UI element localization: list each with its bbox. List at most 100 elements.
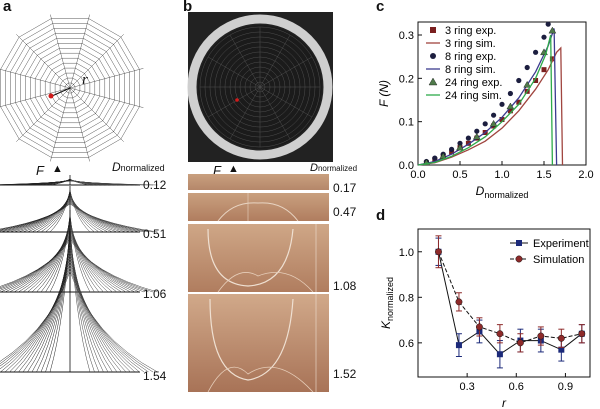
legend-swatch	[428, 77, 438, 86]
profile-thread	[69, 271, 158, 373]
deformation-photo-4	[188, 294, 329, 393]
profile-thread	[69, 230, 136, 293]
y-tick-label: 0.3	[399, 30, 414, 42]
profile-thread	[69, 234, 145, 293]
panel-label-d: d	[376, 207, 386, 224]
d-value-a-4: 1.54	[143, 369, 167, 383]
profile-thread	[69, 203, 158, 233]
profile-thread	[69, 254, 136, 373]
deformation-photo-2	[188, 193, 329, 222]
y-axis-label: Knormalized	[379, 277, 395, 329]
profile-thread	[22, 195, 71, 233]
data-point	[506, 102, 515, 110]
data-point	[541, 67, 547, 73]
series-line	[438, 251, 582, 344]
profile-thread	[27, 238, 71, 373]
data-point	[507, 108, 513, 114]
data-point	[457, 140, 463, 146]
data-point	[507, 90, 513, 97]
force-label-b: F	[213, 163, 221, 178]
profile-thread	[4, 199, 71, 233]
profile-thread	[69, 241, 118, 373]
d-value-a-1: 0.12	[143, 178, 167, 192]
profile-thread	[13, 248, 71, 373]
profile-thread	[0, 267, 71, 364]
force-displacement-chart: 0.0 0.5 1.0 1.5 2.0 0.0 0.1 0.2 0.3 F (N) Dnormali…	[377, 21, 594, 200]
data-point	[474, 128, 480, 134]
profile-thread	[69, 192, 104, 233]
profile-thread	[69, 238, 113, 373]
y-tick-label: 1.0	[399, 247, 414, 259]
d-value-b-2: 0.47	[333, 205, 357, 219]
x-tick-label: 0.6	[509, 381, 524, 393]
web-prototype-photo	[187, 12, 333, 162]
x-axis-label: Dnormalized	[476, 184, 529, 200]
profile-thread	[69, 197, 127, 233]
data-point	[516, 77, 522, 84]
data-point	[491, 112, 497, 118]
profile-thread	[4, 254, 71, 373]
profile-thread	[69, 227, 127, 293]
profile-thread	[0, 236, 71, 290]
web-spoke	[69, 14, 90, 89]
deformed-web-profiles	[0, 175, 158, 373]
data-point	[455, 298, 463, 306]
profile-thread	[69, 195, 118, 233]
profile-thread	[13, 197, 71, 233]
profile-thread	[69, 180, 158, 186]
spider-web-diagram	[0, 14, 144, 162]
web-spoke	[50, 14, 71, 89]
profile-thread	[69, 261, 145, 373]
data-point	[465, 135, 471, 141]
profile-thread	[69, 194, 113, 233]
web-spoke-thread	[259, 56, 313, 88]
legend-swatch	[430, 53, 436, 59]
d-value-b-3: 1.08	[333, 279, 357, 293]
profile-thread	[36, 231, 71, 373]
x-tick-label: 1.0	[494, 169, 509, 181]
force-arrow-a: ▲	[52, 163, 63, 175]
data-point	[482, 121, 488, 127]
deformation-photo-3	[188, 224, 329, 293]
profile-thread	[69, 236, 149, 293]
data-point	[449, 149, 455, 155]
data-point	[533, 78, 539, 83]
web-profile-3	[0, 210, 158, 293]
profile-thread	[69, 198, 131, 233]
force-label-a: F	[36, 163, 44, 178]
profile-thread	[18, 244, 71, 373]
profile-thread	[9, 198, 71, 233]
deformation-photo-1	[188, 174, 329, 190]
web-spoke-thread	[207, 86, 261, 118]
d-value-a-2: 0.51	[143, 227, 167, 241]
panel-label-a: a	[3, 0, 12, 15]
profile-thread	[69, 267, 154, 373]
legend-swatch	[516, 240, 522, 246]
profile-thread	[69, 258, 140, 373]
legend-label: 24 ring sim.	[445, 90, 502, 102]
profile-thread	[69, 193, 109, 233]
data-point	[496, 351, 503, 358]
x-axis-label: r	[502, 396, 507, 409]
profile-thread	[31, 193, 71, 233]
profile-thread	[0, 234, 71, 291]
profile-thread	[69, 264, 149, 373]
profile-thread	[18, 225, 71, 293]
web-profile-1	[0, 175, 158, 186]
data-point	[523, 80, 532, 88]
web-spoke	[0, 87, 71, 108]
profile-thread	[22, 224, 71, 293]
profile-thread	[0, 261, 71, 370]
profile-thread	[0, 203, 71, 230]
data-point	[537, 332, 545, 340]
data-point	[548, 26, 557, 34]
web-spoke	[69, 87, 144, 108]
web-spoke	[69, 87, 90, 162]
data-point	[499, 117, 505, 122]
profile-thread	[0, 264, 71, 367]
legend-label: 3 ring sim.	[445, 38, 496, 50]
data-point	[465, 140, 471, 146]
profile-thread	[69, 235, 109, 373]
profile-thread	[69, 251, 131, 373]
profile-thread	[0, 180, 71, 185]
